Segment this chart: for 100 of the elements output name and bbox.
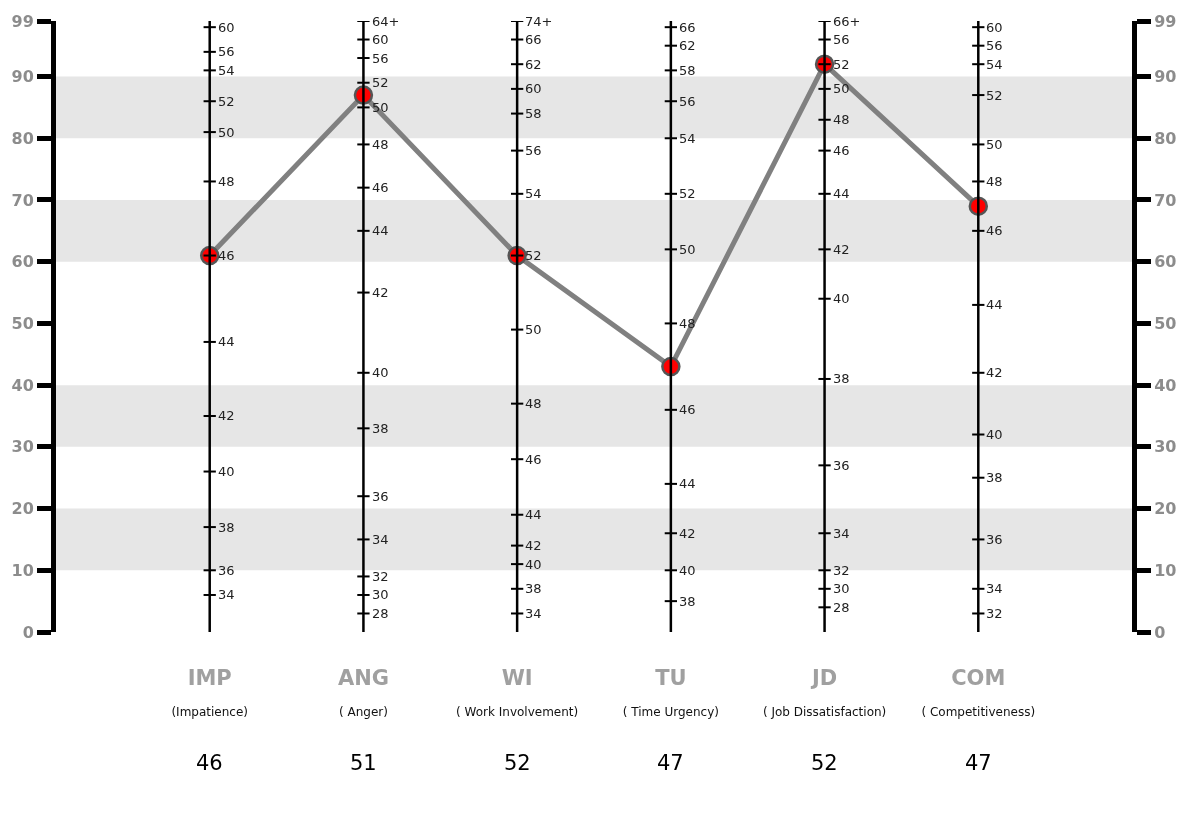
annotation: 34 (218, 587, 235, 602)
annotation: 32 (372, 569, 389, 584)
annotation: 48 (833, 112, 850, 127)
y-tick-label: 10 (11, 560, 34, 580)
annotation: 28 (833, 600, 850, 615)
x-tick-label: ANG ( Anger) (337, 666, 389, 720)
annotation: 54 (986, 57, 1003, 72)
y-tick-label: 30 (11, 437, 34, 457)
annotation: 62 (525, 57, 542, 72)
annotation: 54 (525, 186, 542, 201)
annotation: 60 (372, 32, 389, 47)
annotation: 58 (525, 106, 542, 121)
annotation: 50 (986, 137, 1003, 152)
annotation: 56 (218, 44, 235, 59)
y-tick-label: 0 (22, 622, 34, 642)
annotation: 30 (833, 581, 850, 596)
annotation: 38 (833, 371, 850, 386)
annotation: 40 (218, 464, 235, 479)
y2-tick-label: 99 (1154, 11, 1177, 31)
annotation: 48 (218, 174, 235, 189)
text: 52 (504, 751, 531, 775)
y-tick-label: 50 (11, 314, 34, 334)
text: 46 (196, 751, 223, 775)
y2-tick-label: 70 (1154, 190, 1177, 210)
annotation: 52 (525, 248, 542, 263)
annotation: 40 (679, 563, 696, 578)
annotation: 56 (525, 143, 542, 158)
annotation: 58 (679, 63, 696, 78)
annotation: 44 (833, 186, 850, 201)
annotation: 48 (372, 137, 389, 152)
annotation: 40 (833, 291, 850, 306)
annotation: 48 (986, 174, 1003, 189)
annotation: 44 (525, 507, 542, 522)
annotation: 56 (372, 51, 389, 66)
annotation: 34 (833, 526, 850, 541)
y-tick-label: 99 (11, 11, 34, 31)
y2-tick-label: 40 (1154, 375, 1177, 395)
annotation: 66+ (833, 14, 861, 29)
y-tick-label: 60 (11, 252, 34, 272)
annotation: 46 (525, 452, 542, 467)
y-tick-label: 20 (11, 499, 34, 519)
annotation: 38 (986, 470, 1003, 485)
annotation: 44 (372, 223, 389, 238)
annotation: 56 (679, 94, 696, 109)
annotation: 38 (679, 594, 696, 609)
annotation: 52 (372, 75, 389, 90)
annotation: 50 (833, 81, 850, 96)
annotation: 54 (679, 131, 696, 146)
annotation: 28 (372, 606, 389, 621)
annotation: 42 (833, 242, 850, 257)
annotation: 42 (679, 526, 696, 541)
annotation: 42 (372, 285, 389, 300)
annotation: 60 (218, 20, 235, 35)
annotation: 32 (833, 563, 850, 578)
annotation: 42 (218, 408, 235, 423)
y2-tick-label: 30 (1154, 437, 1177, 457)
annotation: 46 (986, 223, 1003, 238)
y-tick-label: 40 (11, 375, 34, 395)
y2-tick-label: 20 (1154, 499, 1177, 519)
annotation: 66 (679, 20, 696, 35)
annotation: 34 (525, 606, 542, 621)
x-tick-label: WI ( Work Involvement) (456, 666, 579, 720)
y-tick-label: 80 (11, 128, 34, 148)
annotation: 34 (986, 581, 1003, 596)
y2-tick-label: 80 (1154, 128, 1177, 148)
annotation: 50 (372, 100, 389, 115)
annotation: 36 (833, 458, 850, 473)
annotation: 38 (525, 581, 542, 596)
text: 52 (811, 751, 838, 775)
annotation: 34 (372, 532, 389, 547)
annotation: 64+ (372, 14, 400, 29)
x-tick-label: JD ( Job Dissatisfaction) (762, 666, 887, 720)
text: 47 (657, 751, 684, 775)
y2-tick-label: 90 (1154, 67, 1177, 87)
annotation: 46 (679, 402, 696, 417)
annotation: 52 (679, 186, 696, 201)
annotation: 44 (679, 476, 696, 491)
annotation: 52 (833, 57, 850, 72)
annotation: 38 (218, 520, 235, 535)
annotation: 36 (218, 563, 235, 578)
annotation: 46 (218, 248, 235, 263)
annotation: 46 (372, 180, 389, 195)
x-tick-label: COM ( Competitiveness) (921, 666, 1036, 720)
annotation: 50 (679, 242, 696, 257)
annotation: 74+ (525, 14, 553, 29)
annotation: 48 (525, 396, 542, 411)
y2-tick-label: 10 (1154, 560, 1177, 580)
annotation: 36 (372, 489, 389, 504)
annotation: 56 (986, 38, 1003, 53)
annotation: 40 (372, 365, 389, 380)
annotation: 54 (218, 63, 235, 78)
text: 47 (965, 751, 992, 775)
annotation: 40 (986, 427, 1003, 442)
annotation: 50 (525, 322, 542, 337)
annotation: 60 (986, 20, 1003, 35)
annotation: 50 (218, 125, 235, 140)
annotation: 56 (833, 32, 850, 47)
annotation: 44 (218, 334, 235, 349)
x-tick-label: TU ( Time Urgency) (622, 666, 719, 720)
text: 51 (350, 751, 377, 775)
